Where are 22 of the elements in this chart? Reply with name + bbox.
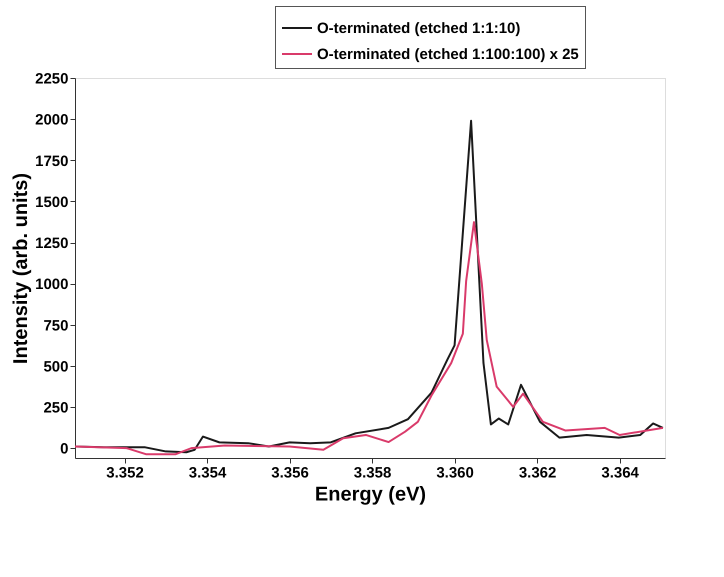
y-tick-label: 750 xyxy=(43,317,68,334)
y-tick-label: 1500 xyxy=(35,194,68,211)
x-tick-label: 3.356 xyxy=(271,464,309,482)
y-tick-label: 2000 xyxy=(35,112,68,129)
y-tick-label: 250 xyxy=(43,400,68,417)
x-tick-label: 3.352 xyxy=(106,464,144,482)
legend-label: O-terminated (etched 1:1:10) xyxy=(317,20,520,37)
x-tick-label: 3.358 xyxy=(354,464,392,482)
y-tick-label: 500 xyxy=(43,358,68,376)
x-tick-label: 3.364 xyxy=(601,464,640,482)
line-series xyxy=(75,221,664,456)
y-tick-label: 1750 xyxy=(35,152,68,170)
x-tick-label: 3.360 xyxy=(436,464,474,482)
x-axis-title: Energy (eV) xyxy=(314,484,426,506)
legend-label: O-terminated (etched 1:100:100) x 25 xyxy=(317,46,579,63)
y-tick-label: 0 xyxy=(60,440,68,458)
y-tick-label: 1000 xyxy=(35,276,68,294)
x-tick-label: 3.362 xyxy=(518,464,556,482)
y-axis-title: Intensity (arb. units) xyxy=(10,172,32,364)
y-tick-label: 2250 xyxy=(35,70,68,88)
y-tick-label: 1250 xyxy=(35,235,68,252)
x-tick-label: 3.354 xyxy=(188,464,227,482)
